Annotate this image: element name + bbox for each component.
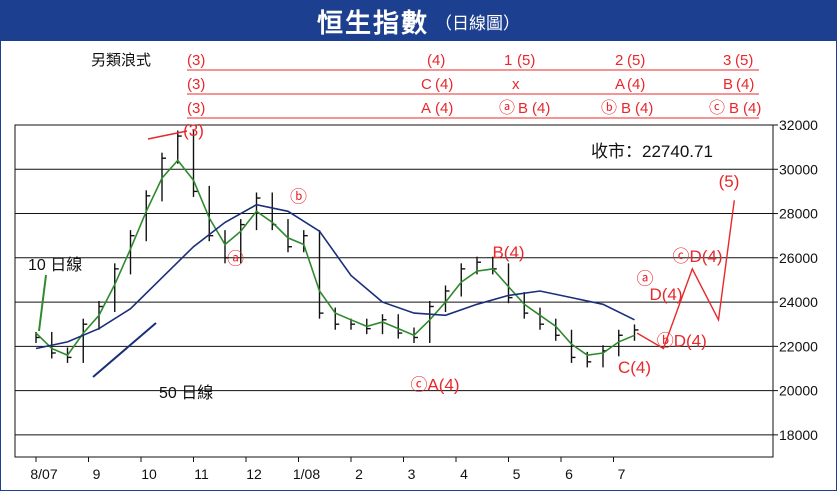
wave-r1-4: (4) [427, 52, 445, 69]
wave-annotation-6: ⓐ [637, 269, 654, 288]
wave-annotation-5: C(4) [618, 358, 651, 377]
wave-r2-3: (3) [187, 76, 205, 93]
wave-r1-5b: (5) [627, 52, 645, 69]
wave-annotation-1: ⓐ [227, 249, 244, 268]
wave-r1-3b: 3 [723, 52, 731, 69]
x-tick-label-3: 11 [194, 466, 209, 482]
wave-r3-a: A [421, 100, 431, 117]
wave-r2-a: A [615, 76, 625, 93]
wave-annotation-2: ⓑ [290, 187, 307, 206]
x-tick-label-1: 9 [93, 466, 101, 482]
y-tick-label-7: 32000 [779, 117, 818, 133]
wave-r3-b1: B [518, 100, 528, 117]
wave-r3-4b: (4) [532, 100, 550, 117]
x-tick-label-6: 2 [355, 466, 363, 482]
ma10-line [35, 159, 635, 357]
wave-r1-2: 2 [615, 52, 623, 69]
x-tick-label-10: 6 [565, 466, 573, 482]
chart-subtitle: （日線圖） [435, 13, 520, 33]
wave-r3-4d: (4) [743, 100, 761, 117]
x-tick-label-2: 10 [141, 466, 157, 482]
wave-annotation-10: (5) [719, 172, 740, 191]
close-label: 收市：22740.71 [591, 142, 713, 161]
chart-title: 恒生指數 [316, 7, 429, 38]
wave-r1-3: (3) [187, 52, 205, 69]
ma10-pointer-arrow [38, 274, 47, 332]
wave-r3-circle-a: ⓐ [499, 99, 515, 117]
grid-lines [15, 124, 773, 436]
x-tick-label-11: 7 [618, 466, 626, 482]
wave-annotation-8: ⓑD(4) [657, 331, 707, 350]
y-tick-label-5: 28000 [779, 206, 818, 222]
ma50-pointer-arrow [92, 322, 157, 378]
wave-r1-1: 1 [504, 52, 512, 69]
x-tick-label-8: 4 [460, 466, 468, 482]
wave-r1-5a: (5) [517, 52, 535, 69]
ma50-label: 50 日線 [159, 384, 213, 402]
y-tick-label-4: 26000 [779, 250, 818, 266]
moving-averages [35, 159, 635, 357]
y-tick-label-3: 24000 [779, 294, 818, 310]
x-tick-label-7: 3 [408, 466, 416, 482]
x-tick-label-4: 12 [246, 466, 262, 482]
x-tick-label-0: 8/07 [30, 466, 57, 482]
y-axis: 18000 20000 22000 24000 26000 28000 30000 32000 [773, 117, 818, 443]
wave-annotation-0: (3) [183, 121, 204, 140]
title-bar: 恒生指數 （日線圖） [1, 1, 836, 41]
wave-r3-4a: (4) [435, 100, 453, 117]
wave-r3-b3: B [729, 100, 739, 117]
y-tick-label-6: 30000 [779, 161, 818, 177]
wave-row-title: 另類浪式 [91, 52, 151, 69]
wave-r2-b: B [723, 76, 733, 93]
wave-r3-circle-b: ⓑ [601, 99, 617, 117]
y-tick-label-1: 20000 [779, 383, 818, 399]
wave-r3-3: (3) [187, 100, 205, 117]
wave-annotation-4: B(4) [492, 243, 524, 262]
x-tick-label-9: 5 [513, 466, 521, 482]
x-tick-label-5: 1/08 [293, 466, 320, 482]
wave-annotation-9: ⓒD(4) [672, 247, 722, 266]
wave-r1-5c: (5) [735, 52, 753, 69]
x-axis: 8/07 9 10 11 12 1/08 2 3 4 5 6 7 [30, 457, 626, 482]
wave-labels-area: 另類浪式 (3) (4) 1 (5) 2 (5) 3 (5) (3) C (4)… [91, 52, 761, 119]
y-tick-label-0: 18000 [779, 427, 818, 443]
price-bars [35, 130, 639, 368]
wave-r3-4c: (4) [635, 100, 653, 117]
wave-projection-path [636, 200, 735, 350]
wave-annotation-7: D(4) [649, 285, 682, 304]
wave-r3-b2: B [621, 100, 631, 117]
title-banner [1, 1, 836, 41]
wave-annotation-3: ⓒA(4) [410, 376, 459, 395]
wave-r2-x: x [512, 76, 520, 93]
ma10-label: 10 日線 [28, 256, 82, 274]
wave-r2-4a: (4) [435, 76, 453, 93]
wave-3-pointer-arrow [147, 130, 188, 140]
wave-r2-4b: (4) [627, 76, 645, 93]
y-tick-label-2: 22000 [779, 338, 818, 354]
wave-r2-4c: (4) [736, 76, 754, 93]
wave-r3-circle-c: ⓒ [709, 99, 725, 117]
wave-r2-c: C [421, 76, 432, 93]
ma50-line [35, 203, 635, 350]
